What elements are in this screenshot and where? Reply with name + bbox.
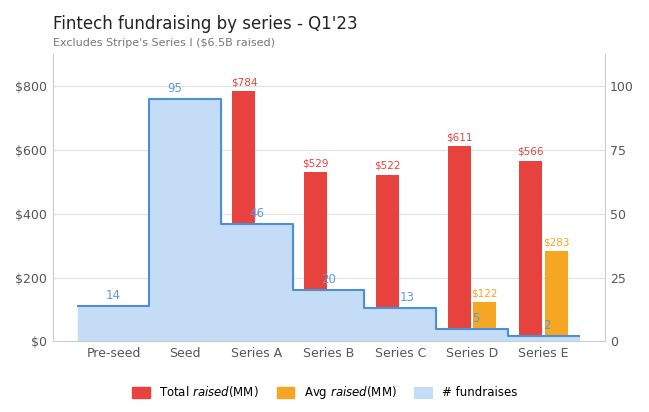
Text: $549: $549 [159,152,186,162]
Bar [519,161,542,342]
Text: $283: $283 [543,237,570,247]
Bar [545,251,568,342]
Bar [89,329,112,342]
Text: $25: $25 [332,320,351,330]
Bar [448,146,471,342]
Text: $566: $566 [517,147,544,157]
Text: 20: 20 [321,274,336,286]
Text: 2: 2 [543,319,551,332]
Bar [258,336,281,342]
Bar [187,339,210,342]
Text: $522: $522 [374,161,400,171]
Text: $17: $17 [260,322,280,332]
Text: Fintech fundraising by series - Q1'23: Fintech fundraising by series - Q1'23 [53,15,357,33]
Text: 95: 95 [167,82,182,95]
Legend: Total $ raised ($MM), Avg $ raised ($MM), # fundraises: Total $ raised ($MM), Avg $ raised ($MM)… [127,379,522,406]
Bar [161,166,184,342]
Bar [402,329,424,342]
Text: $529: $529 [302,159,329,169]
Text: $40: $40 [403,315,423,325]
Bar [232,91,256,342]
Text: $6: $6 [191,325,204,336]
Polygon shape [78,99,580,342]
Bar [473,302,496,342]
Bar [376,175,399,342]
Text: $122: $122 [472,288,498,299]
Text: $784: $784 [230,77,257,87]
Bar [115,340,138,342]
Bar [304,173,327,342]
Text: 13: 13 [400,291,415,304]
Text: Excludes Stripe's Series I ($6.5B raised): Excludes Stripe's Series I ($6.5B raised… [53,38,275,48]
Bar [330,333,353,342]
Text: $611: $611 [446,132,472,143]
Text: 14: 14 [106,289,121,302]
Text: $3: $3 [120,327,133,337]
Text: 46: 46 [249,207,264,220]
Text: $40: $40 [91,315,110,325]
Text: 5: 5 [472,312,479,325]
